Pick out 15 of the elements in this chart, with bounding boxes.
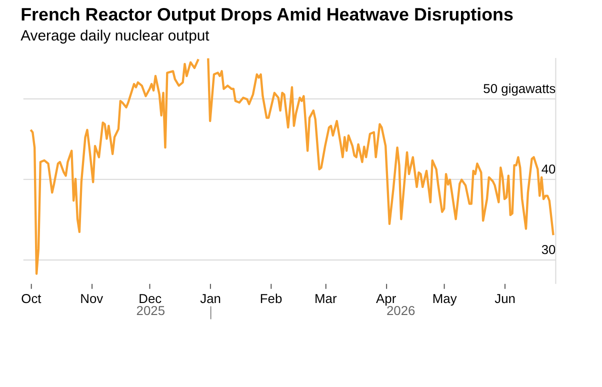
chart-title: French Reactor Output Drops Amid Heatwave Disruptions — [20, 4, 514, 25]
x-tick-label: Apr — [376, 290, 397, 306]
x-tick-label: May — [432, 290, 458, 306]
y-tick-label: 40 — [541, 161, 556, 176]
x-tick-label: Mar — [314, 290, 338, 306]
x-tick-label: Oct — [21, 290, 42, 306]
x-tick-label: Jan — [200, 290, 222, 306]
y-tick-label: 50 gigawatts — [483, 81, 556, 96]
x-tick-label: Jun — [494, 290, 516, 306]
x-tick-label: Dec — [138, 290, 162, 306]
y-tick-label: 30 — [541, 242, 556, 257]
chart-subtitle: Average daily nuclear output — [20, 28, 210, 45]
text: 2025 — [136, 303, 166, 318]
x-tick-label: Feb — [260, 290, 282, 306]
x-tick-label: Nov — [80, 290, 104, 306]
